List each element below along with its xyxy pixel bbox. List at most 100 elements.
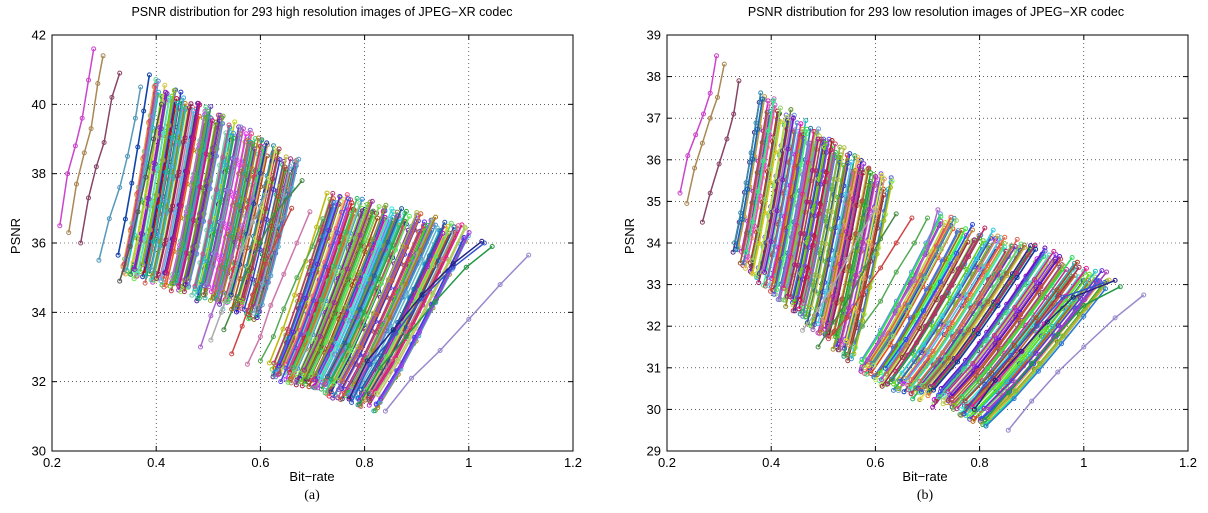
data-point [275,372,281,378]
data-point [979,416,985,422]
data-point [370,208,376,214]
data-point [359,196,365,202]
data-point [393,330,399,336]
data-point [314,224,320,230]
data-point [250,219,256,225]
data-point [963,226,969,232]
series-line [686,63,726,204]
data-point [72,143,78,149]
data-point [828,147,834,153]
series-line [881,241,969,387]
data-point [275,194,281,199]
series-line [285,198,350,369]
data-point [744,257,750,263]
series-line [253,165,291,314]
data-point [376,204,382,210]
data-point [198,344,203,350]
data-series [143,100,181,279]
data-point [1038,333,1044,339]
series-line [802,143,837,304]
data-point [859,290,865,296]
series-line [679,55,718,194]
data-point [243,172,249,178]
series-line [817,213,897,348]
data-point [1092,268,1098,274]
data-series [57,46,97,229]
data-point [872,207,878,213]
data-point [371,273,377,279]
data-point [143,174,149,180]
data-point [1117,284,1123,290]
y-tick-label: 34 [647,236,661,251]
data-point [909,272,915,278]
series-line [210,194,267,341]
y-tick-label: 40 [32,97,46,112]
series-line [833,169,870,334]
data-point [191,136,197,141]
series-line [868,216,952,363]
series-line [274,202,335,373]
series-line [305,215,374,385]
data-point [132,267,138,272]
data-point [983,423,989,429]
data-point [792,262,798,268]
data-point [1004,304,1010,310]
data-point [966,327,972,333]
data-point [259,302,265,308]
data-point [899,370,905,376]
series-line [150,97,185,270]
data-point [328,376,334,382]
series-line [354,227,439,396]
data-point [208,337,214,343]
data-point [736,78,742,84]
series-line [278,196,341,367]
data-point [836,224,842,230]
data-point [344,266,350,272]
data-point [938,221,944,227]
data-point [176,169,182,175]
data-series [750,105,783,263]
y-tick-label: 29 [647,444,661,459]
data-point [349,400,355,405]
data-point [992,238,998,244]
data-series [982,284,1123,423]
data-point [868,242,874,248]
series-line [801,209,877,331]
x-axis-label: Bit−rate [902,469,947,484]
series-line [866,209,939,360]
x-tick-label: 1 [465,455,472,470]
data-point [815,136,821,142]
series-line [273,193,334,364]
data-point [971,410,977,415]
data-point [1027,351,1033,357]
data-point [868,371,874,377]
data-point [307,336,313,342]
data-point [186,283,192,289]
series-line [304,210,374,381]
data-point [239,223,245,229]
data-point [383,354,389,360]
data-point [787,224,793,230]
data-series [117,101,164,284]
series-line [79,72,121,244]
series-line [810,147,845,309]
data-point [163,237,169,243]
data-point [228,189,234,195]
data-point [185,169,191,175]
data-point [409,375,414,381]
data-point [1008,280,1013,286]
data-point [303,295,309,301]
data-point [364,358,370,364]
series-line [701,80,740,223]
data-point [1002,234,1008,240]
series-line [289,209,356,380]
series-line [963,281,1105,415]
series-line [320,211,395,381]
series-line [769,136,801,292]
data-point [322,390,328,396]
series-line [919,238,1018,382]
data-point [280,326,286,332]
data-point [787,294,793,300]
data-series [198,195,256,350]
